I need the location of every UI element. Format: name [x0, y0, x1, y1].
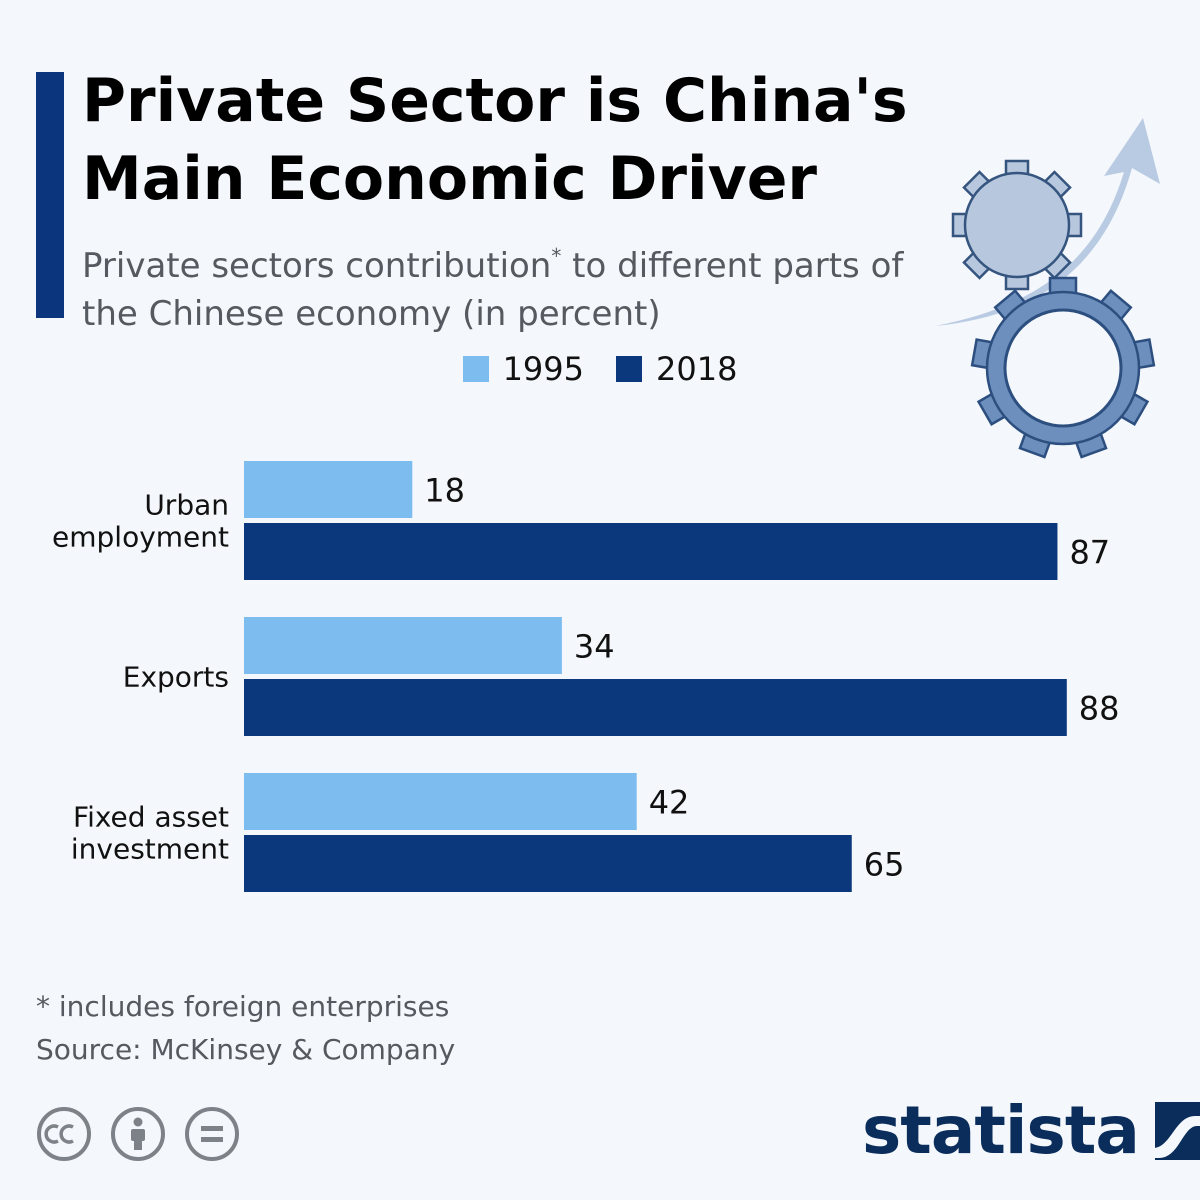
data-label-2018-urban-employment: 87	[1069, 534, 1110, 572]
data-label-1995-exports: 34	[574, 628, 615, 666]
bar-1995-fixed-asset-investment	[244, 773, 637, 830]
subtitle-rest: to different parts of the Chinese econom…	[82, 246, 904, 334]
bar-2018-urban-employment	[244, 523, 1058, 580]
legend-label-2018: 2018	[656, 350, 738, 388]
bar-group-fixed-asset-investment: 42 65 Fixed asset investment	[71, 773, 905, 892]
attribution-icon	[111, 1107, 165, 1161]
statista-logo-icon	[1154, 1102, 1200, 1160]
category-label-exports: Exports	[123, 661, 229, 694]
large-gear-icon	[970, 276, 1156, 459]
legend: 1995 2018	[0, 350, 1200, 388]
small-gear-icon	[951, 159, 1083, 291]
legend-swatch-1995	[462, 356, 489, 382]
data-label-2018-exports: 88	[1079, 690, 1120, 728]
bar-1995-exports	[244, 617, 562, 674]
chart-title: Private Sector is China's Main Economic …	[82, 66, 908, 214]
source-note: Source: McKinsey & Company	[36, 1033, 456, 1066]
legend-swatch-2018	[616, 356, 642, 382]
data-label-1995-fixed-asset-investment: 42	[649, 784, 690, 822]
data-label-1995-urban-employment: 18	[424, 472, 465, 510]
category-label-fixed-asset-investment: Fixed asset investment	[71, 801, 229, 866]
legend-item-1995: 1995	[462, 350, 584, 388]
chart-subtitle: Private sectors contribution* to differe…	[82, 232, 942, 338]
license-icons	[37, 1107, 239, 1161]
brand-wordmark: statista	[862, 1092, 1140, 1169]
statista-logo: statista	[862, 1096, 1200, 1166]
title-accent-bar	[36, 72, 64, 318]
data-label-2018-fixed-asset-investment: 65	[864, 846, 905, 884]
footnote: * includes foreign enterprises	[36, 990, 450, 1023]
bar-group-urban-employment: 18 87 Urban employment	[52, 461, 1110, 580]
gears-growth-illustration	[935, 118, 1160, 459]
growth-arrow-icon	[935, 118, 1160, 326]
category-label-urban-employment: Urban employment	[52, 489, 229, 554]
bar-2018-exports	[244, 679, 1067, 736]
bar-chart: 18 87 Urban employment 34 88 Exports 42 65 Fixed …	[52, 461, 1120, 892]
bar-group-exports: 34 88 Exports	[123, 617, 1120, 736]
no-derivatives-icon	[185, 1107, 239, 1161]
bar-2018-fixed-asset-investment	[244, 835, 852, 892]
subtitle-main: Private sectors contribution	[82, 246, 552, 286]
bar-1995-urban-employment	[244, 461, 413, 518]
cc-icon	[37, 1107, 91, 1161]
subtitle-footnote-marker: *	[551, 244, 562, 268]
legend-label-1995: 1995	[502, 350, 584, 388]
legend-item-2018: 2018	[616, 350, 737, 388]
